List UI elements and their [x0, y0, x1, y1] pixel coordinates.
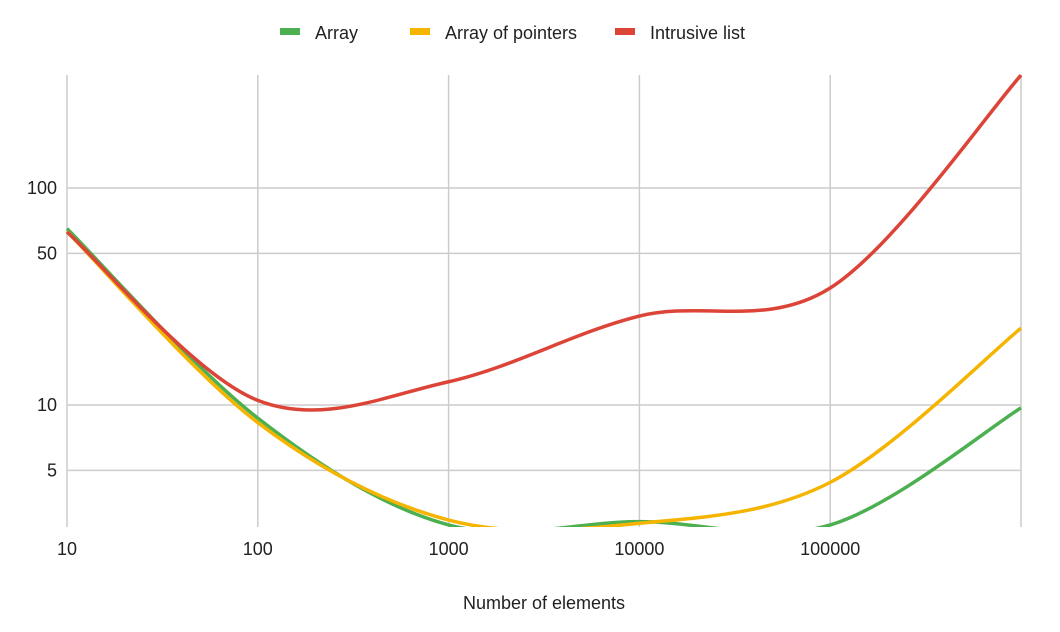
- y-tick-label: 50: [37, 243, 57, 263]
- x-axis-title: Number of elements: [463, 593, 625, 613]
- x-tick-label: 1000: [429, 539, 469, 559]
- grid: [66, 75, 1022, 527]
- y-tick-label: 100: [27, 178, 57, 198]
- legend: Array Array of pointers Intrusive list: [280, 23, 745, 43]
- y-tick-label: 5: [47, 460, 57, 480]
- x-tick-label: 10000: [614, 539, 664, 559]
- x-tick-label: 10: [57, 539, 77, 559]
- legend-swatch: [280, 28, 300, 35]
- y-axis: 5 10 50 100: [27, 178, 57, 480]
- legend-swatch: [615, 28, 635, 35]
- series-line-intrusive-list: [65, 74, 1023, 412]
- series-line-array: [65, 227, 1022, 527]
- x-tick-label: 100000: [800, 539, 860, 559]
- x-tick-label: 100: [243, 539, 273, 559]
- legend-label: Array: [315, 23, 358, 43]
- series-line-array-of-pointers: [65, 230, 1023, 527]
- series-lines: [65, 74, 1023, 527]
- legend-swatch: [410, 28, 430, 35]
- x-axis: 10 100 1000 10000 100000: [57, 539, 860, 559]
- y-tick-label: 10: [37, 395, 57, 415]
- legend-label: Intrusive list: [650, 23, 745, 43]
- legend-label: Array of pointers: [445, 23, 577, 43]
